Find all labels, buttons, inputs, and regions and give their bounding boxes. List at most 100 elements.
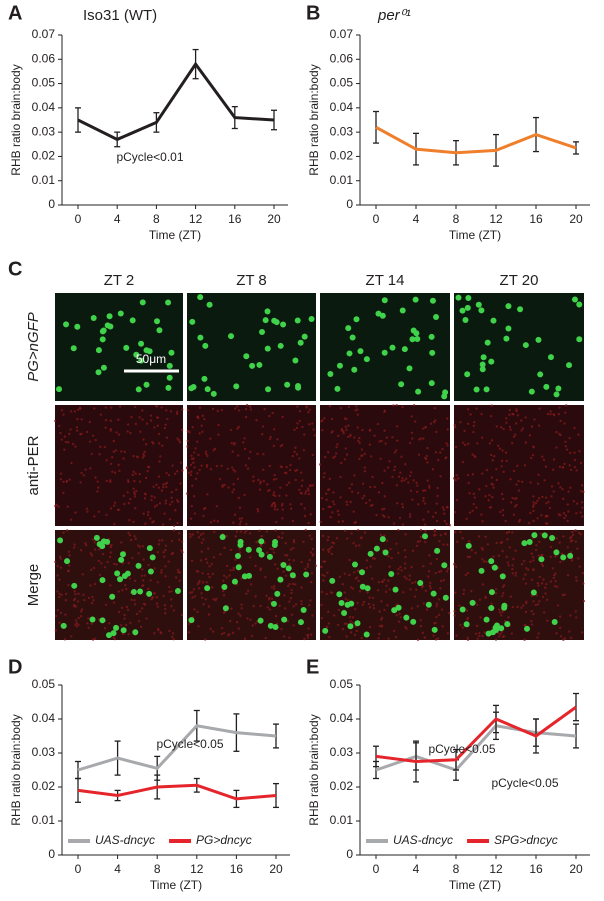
red-speck <box>498 447 502 450</box>
red-speck <box>292 540 296 544</box>
red-speck <box>339 407 343 410</box>
red-speck <box>573 451 576 454</box>
red-speck <box>372 607 376 610</box>
x-tick-label: 4 <box>114 212 121 226</box>
red-speck <box>249 618 252 622</box>
red-speck <box>257 478 260 482</box>
red-speck <box>294 603 298 606</box>
nucleus <box>138 340 145 347</box>
red-speck <box>540 562 544 566</box>
red-speck <box>194 477 198 481</box>
red-speck <box>133 603 137 606</box>
red-speck <box>188 622 191 625</box>
red-speck <box>416 484 419 487</box>
red-speck <box>392 522 396 525</box>
red-speck <box>422 489 425 492</box>
red-speck <box>230 607 233 610</box>
red-speck <box>296 405 299 408</box>
red-speck <box>353 633 357 637</box>
red-speck <box>452 477 456 480</box>
red-speck <box>515 497 518 500</box>
red-speck <box>377 580 381 584</box>
red-speck <box>171 551 175 555</box>
red-speck <box>429 587 432 590</box>
red-speck <box>190 454 193 457</box>
red-speck <box>405 577 408 580</box>
red-speck <box>365 559 369 562</box>
red-speck <box>350 483 354 486</box>
red-speck <box>554 579 557 583</box>
red-speck <box>347 405 351 409</box>
nucleus <box>338 599 345 606</box>
red-speck <box>93 548 97 551</box>
red-speck <box>446 543 449 546</box>
y-tick-label: 0 <box>48 197 55 211</box>
red-speck <box>560 552 564 556</box>
red-speck <box>428 584 432 588</box>
red-speck <box>221 484 224 487</box>
red-speck <box>170 590 173 593</box>
red-speck <box>118 405 122 408</box>
red-speck <box>344 447 347 450</box>
red-speck <box>530 552 533 555</box>
red-speck <box>516 464 519 468</box>
red-speck <box>229 548 233 552</box>
red-speck <box>384 442 387 445</box>
red-speck <box>549 580 553 583</box>
red-speck <box>327 505 331 508</box>
red-speck <box>574 529 577 532</box>
red-speck <box>395 542 398 545</box>
red-speck <box>524 416 527 419</box>
red-speck <box>267 598 271 601</box>
nucleus <box>349 334 356 341</box>
red-speck <box>245 529 248 532</box>
red-speck <box>59 566 63 569</box>
red-speck <box>207 613 211 616</box>
red-speck <box>67 569 70 573</box>
red-speck <box>79 433 82 436</box>
red-speck <box>232 566 235 570</box>
red-speck <box>225 534 228 538</box>
red-speck <box>399 565 402 569</box>
red-speck <box>491 495 494 499</box>
red-speck <box>550 495 553 498</box>
red-speck <box>289 596 293 600</box>
red-speck <box>273 428 276 431</box>
micrograph <box>187 528 318 641</box>
red-speck <box>466 636 469 640</box>
red-speck <box>162 555 166 558</box>
red-speck <box>387 579 390 582</box>
red-speck <box>435 602 439 605</box>
red-speck <box>445 570 449 573</box>
nucleus <box>410 618 417 625</box>
red-speck <box>545 598 549 601</box>
red-speck <box>514 571 518 575</box>
red-speck <box>180 540 184 544</box>
red-speck <box>323 455 327 459</box>
red-speck <box>532 519 535 523</box>
red-speck <box>520 429 523 432</box>
red-speck <box>501 610 504 614</box>
red-speck <box>311 484 315 487</box>
red-speck <box>230 466 234 469</box>
nucleus <box>566 362 573 369</box>
red-speck <box>131 556 134 560</box>
red-speck <box>262 453 265 456</box>
red-speck <box>109 462 113 466</box>
red-speck <box>426 446 429 450</box>
red-speck <box>557 482 560 485</box>
red-speck <box>164 575 167 578</box>
nucleus <box>277 576 284 583</box>
red-speck <box>196 582 199 586</box>
red-speck <box>472 492 476 496</box>
red-speck <box>53 419 57 423</box>
red-speck <box>230 442 234 445</box>
red-speck <box>174 576 178 579</box>
red-speck <box>147 510 150 514</box>
red-speck <box>424 529 427 533</box>
red-speck <box>193 595 197 598</box>
red-speck <box>340 461 343 465</box>
red-speck <box>559 560 562 564</box>
red-speck <box>200 592 203 595</box>
red-speck <box>558 615 562 618</box>
